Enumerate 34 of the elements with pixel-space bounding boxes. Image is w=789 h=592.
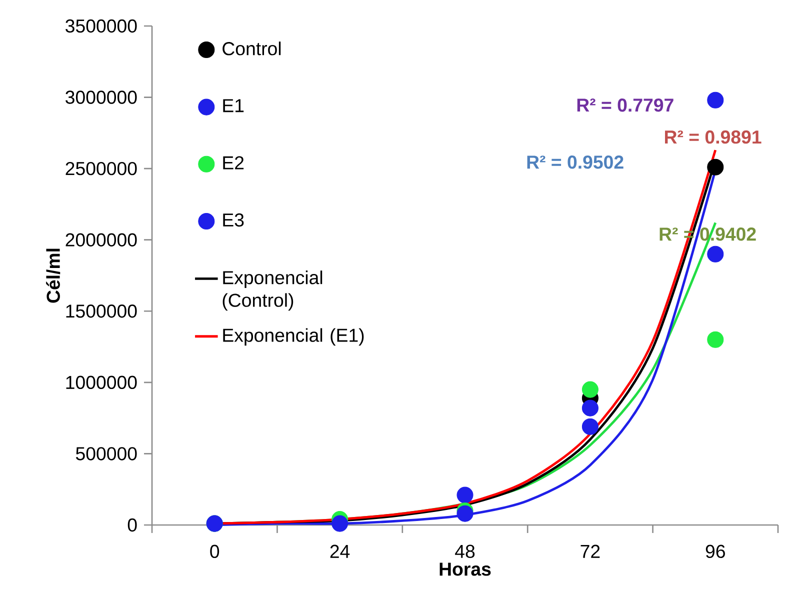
legend-label: Control — [222, 42, 281, 56]
point — [456, 505, 474, 522]
y-tick-label: 3000000 — [66, 90, 137, 104]
legend-label: Exponencial (E1) — [223, 328, 364, 346]
x-axis-title: Horas — [440, 562, 491, 576]
point — [456, 486, 474, 504]
x-tick-label: 48 — [455, 544, 475, 558]
y-tick-label: 3500000 — [66, 19, 137, 33]
y-tick-label: 2500000 — [66, 162, 137, 176]
x-tick-label: 96 — [706, 544, 725, 558]
y-tick-label: 0 — [128, 518, 137, 532]
y-axis-title: Cél/ml — [46, 248, 60, 303]
annotation: R² = 0.7797 — [577, 98, 674, 112]
x-tick-label: 24 — [330, 544, 350, 558]
x-tick-label: 72 — [580, 544, 600, 558]
legend-label: E1 — [223, 99, 244, 112]
annotation: R² = 0.9502 — [527, 156, 624, 169]
annotation: R² = 0.9891 — [665, 130, 762, 144]
point — [332, 515, 348, 532]
point — [707, 331, 724, 348]
point — [582, 418, 598, 435]
legend-label: E3 — [223, 213, 244, 227]
point — [707, 158, 724, 176]
point — [582, 381, 598, 398]
point — [707, 92, 724, 108]
point — [707, 246, 724, 262]
y-tick-label: 2000000 — [66, 233, 137, 246]
y-tick-label: 500000 — [76, 447, 137, 460]
legend-label: Exponencial (Control) — [222, 270, 322, 311]
y-tick-label: 1000000 — [66, 376, 137, 390]
y-tick-label: 1500000 — [66, 304, 137, 318]
point — [582, 400, 598, 416]
x-tick-label: 0 — [210, 544, 220, 558]
legend-label: E2 — [223, 156, 244, 170]
